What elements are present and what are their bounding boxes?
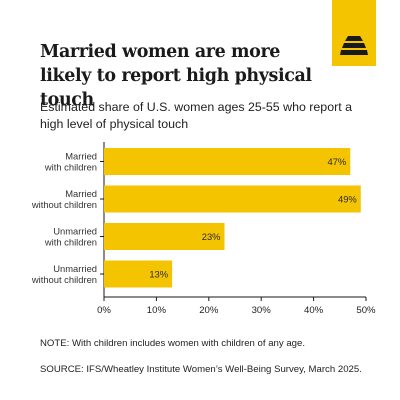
chart-note: NOTE: With children includes women with … — [40, 338, 306, 349]
bar — [104, 148, 351, 175]
category-label: without children — [31, 199, 97, 210]
data-label: 23% — [202, 231, 221, 242]
brand-logo — [332, 0, 376, 66]
chart-subtitle: Estimated share of U.S. women ages 25-55… — [40, 100, 352, 131]
x-tick-label: 50% — [356, 305, 376, 316]
data-label: 47% — [328, 156, 347, 167]
bar — [104, 185, 361, 213]
x-tick-label: 0% — [97, 305, 111, 316]
x-tick-label: 40% — [304, 305, 324, 316]
x-tick-label: 10% — [147, 305, 167, 316]
x-tick-label: 30% — [252, 305, 272, 316]
chart-title: Married women are more likely to report … — [40, 42, 312, 110]
x-tick-label: 20% — [199, 305, 219, 316]
category-label: with children — [44, 237, 97, 248]
category-label: Unmarried — [53, 226, 97, 237]
category-label: Unmarried — [53, 263, 97, 274]
category-label: Married — [65, 188, 97, 199]
data-label: 13% — [149, 269, 168, 280]
category-label: without children — [31, 274, 97, 285]
chart-source: SOURCE: IFS/Wheatley Institute Women’s W… — [40, 364, 362, 375]
bar — [104, 260, 173, 288]
data-label: 49% — [338, 194, 357, 205]
bar — [104, 223, 225, 250]
category-label: Married — [65, 151, 97, 162]
category-label: with children — [44, 162, 97, 173]
beehive-icon — [340, 36, 368, 55]
